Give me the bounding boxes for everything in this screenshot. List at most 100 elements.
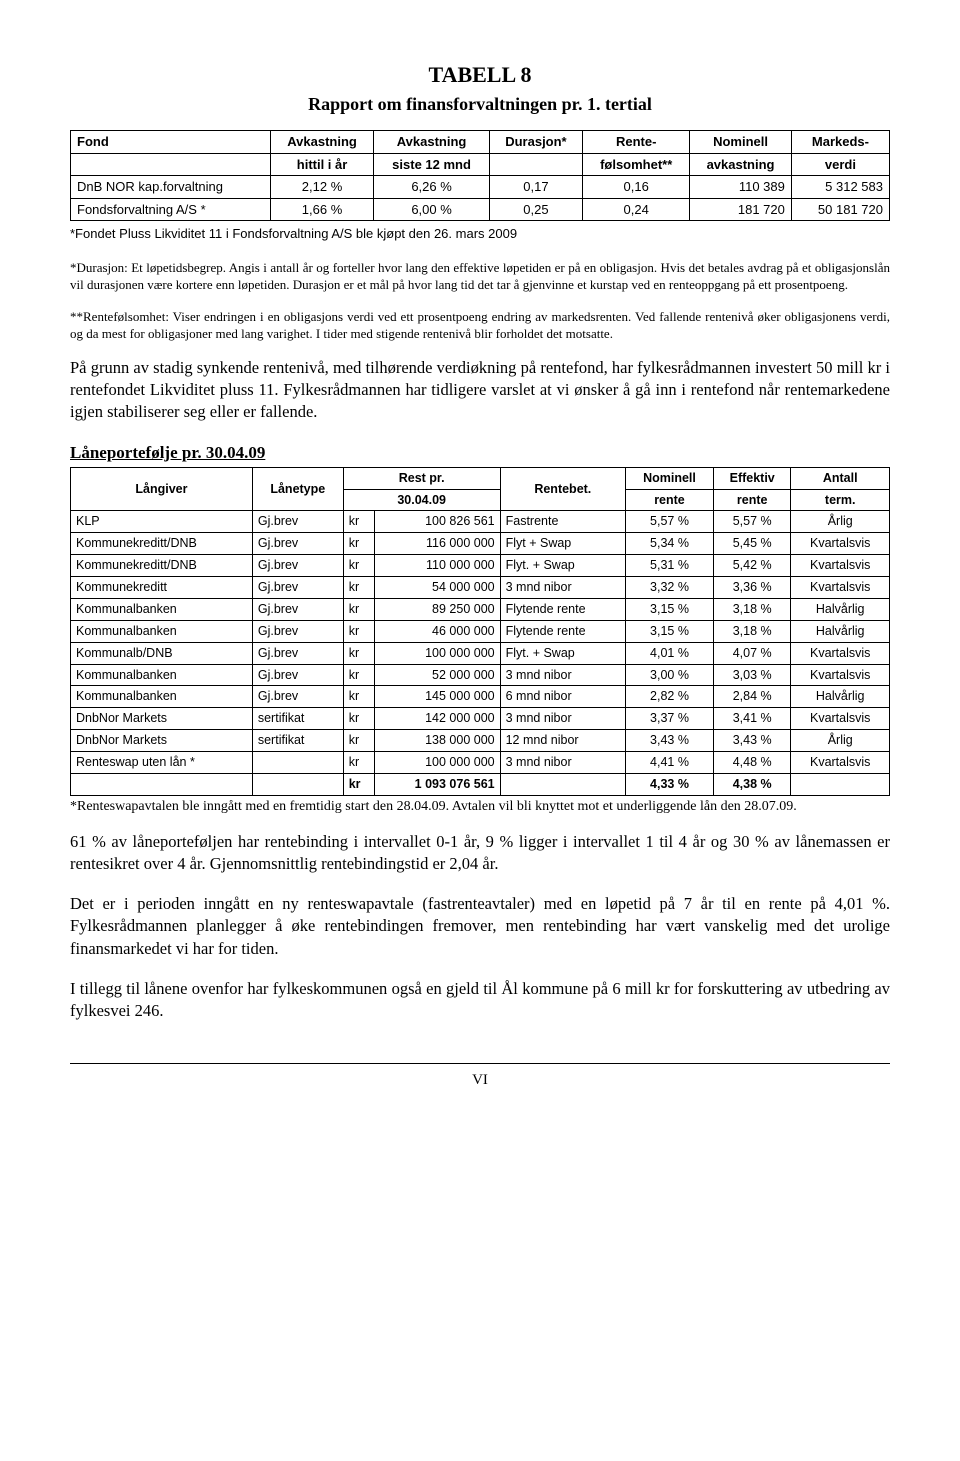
loan-cell: Kommunalb/DNB (71, 642, 253, 664)
loan-cell: KLP (71, 511, 253, 533)
loan-cell: 5,34 % (626, 533, 714, 555)
loan-cell: 89 250 000 (375, 598, 500, 620)
loan-cell: 12 mnd nibor (500, 730, 625, 752)
loan-total-cell: kr (343, 773, 374, 795)
col-rest-l1: Rest pr. (343, 467, 500, 489)
fund-col-head: Avkastning (270, 130, 374, 153)
loan-row: Kommunalb/DNBGj.brevkr100 000 000Flyt. +… (71, 642, 890, 664)
page-number: VI (70, 1070, 890, 1090)
loan-cell: 46 000 000 (375, 620, 500, 642)
loan-cell: 3,18 % (713, 598, 790, 620)
fund-cell: 0,17 (489, 176, 582, 199)
loan-cell: 3 mnd nibor (500, 708, 625, 730)
fund-cell: Fondsforvaltning A/S * (71, 198, 271, 221)
loan-cell: Gj.brev (252, 664, 343, 686)
loan-cell: 3,18 % (713, 620, 790, 642)
loan-table: Långiver Lånetype Rest pr. Rentebet. Nom… (70, 467, 890, 796)
loan-cell: Kvartalsvis (791, 533, 890, 555)
loan-cell: Gj.brev (252, 598, 343, 620)
loan-cell: Årlig (791, 511, 890, 533)
col-eff-l1: Effektiv (713, 467, 790, 489)
fund-row: Fondsforvaltning A/S *1,66 %6,00 %0,250,… (71, 198, 890, 221)
footer-rule (70, 1063, 890, 1064)
loan-total-cell: 4,38 % (713, 773, 790, 795)
fund-col-head: Nominell (690, 130, 792, 153)
loan-cell: 100 826 561 (375, 511, 500, 533)
loan-cell: 4,01 % (626, 642, 714, 664)
loan-row: KommunalbankenGj.brevkr46 000 000Flytend… (71, 620, 890, 642)
loan-cell: 142 000 000 (375, 708, 500, 730)
loan-total-row: kr1 093 076 561 4,33 %4,38 % (71, 773, 890, 795)
loan-cell: kr (343, 511, 374, 533)
loan-cell: Fastrente (500, 511, 625, 533)
fund-cell: 6,00 % (374, 198, 489, 221)
fund-col-head: Avkastning (374, 130, 489, 153)
body-para-2: 61 % av låneporteføljen har rentebinding… (70, 831, 890, 876)
loan-cell: DnbNor Markets (71, 708, 253, 730)
loan-cell: Kommunalbanken (71, 686, 253, 708)
loan-total-cell: 4,33 % (626, 773, 714, 795)
loan-cell: 3,43 % (626, 730, 714, 752)
loan-cell: Gj.brev (252, 620, 343, 642)
fund-cell: 1,66 % (270, 198, 374, 221)
loan-cell: kr (343, 598, 374, 620)
report-title: Rapport om finansforvaltningen pr. 1. te… (70, 92, 890, 116)
loan-cell: Flytende rente (500, 620, 625, 642)
loan-cell: 3,15 % (626, 598, 714, 620)
loan-cell: 110 000 000 (375, 555, 500, 577)
loan-cell: kr (343, 664, 374, 686)
loan-cell: Gj.brev (252, 686, 343, 708)
loan-total-cell (252, 773, 343, 795)
body-para-3: Det er i perioden inngått en ny renteswa… (70, 893, 890, 960)
loan-cell: Kvartalsvis (791, 555, 890, 577)
body-para-1: På grunn av stadig synkende rentenivå, m… (70, 357, 890, 424)
loan-cell: 3,03 % (713, 664, 790, 686)
loan-cell: Flyt. + Swap (500, 555, 625, 577)
loan-cell: Renteswap uten lån * (71, 752, 253, 774)
loan-cell: Kvartalsvis (791, 577, 890, 599)
loan-cell: Kommunekreditt/DNB (71, 533, 253, 555)
fund-cell: 2,12 % (270, 176, 374, 199)
fund-cell: 181 720 (690, 198, 792, 221)
loan-cell: Kommunalbanken (71, 664, 253, 686)
loan-total-cell (71, 773, 253, 795)
loan-cell: kr (343, 730, 374, 752)
loan-cell: 4,41 % (626, 752, 714, 774)
loan-cell: Kommunekreditt/DNB (71, 555, 253, 577)
rentef-explain: **Rentefølsomhet: Viser endringen i en o… (70, 308, 890, 343)
loan-cell: kr (343, 577, 374, 599)
durasjon-explain: *Durasjon: Et løpetidsbegrep. Angis i an… (70, 259, 890, 294)
loan-cell: Årlig (791, 730, 890, 752)
loan-cell: 138 000 000 (375, 730, 500, 752)
loan-total-cell: 1 093 076 561 (375, 773, 500, 795)
body-para-4: I tillegg til lånene ovenfor har fylkesk… (70, 978, 890, 1023)
fund-col-subhead: følsomhet** (583, 153, 690, 176)
loan-cell: Halvårlig (791, 686, 890, 708)
loan-cell: Flyt. + Swap (500, 642, 625, 664)
loan-cell: 100 000 000 (375, 752, 500, 774)
loan-cell: kr (343, 752, 374, 774)
col-rest-l2: 30.04.09 (343, 489, 500, 511)
loan-cell: 3,37 % (626, 708, 714, 730)
fund-cell: 5 312 583 (791, 176, 889, 199)
loan-cell: Gj.brev (252, 577, 343, 599)
col-lanetype: Lånetype (252, 467, 343, 511)
loan-cell: kr (343, 555, 374, 577)
loan-cell: kr (343, 533, 374, 555)
fund-footnote: *Fondet Pluss Likviditet 11 i Fondsforva… (70, 225, 890, 243)
loan-cell: Kvartalsvis (791, 752, 890, 774)
loan-cell: Gj.brev (252, 555, 343, 577)
loan-cell: 3 mnd nibor (500, 752, 625, 774)
fund-cell: 0,25 (489, 198, 582, 221)
loan-cell: sertifikat (252, 708, 343, 730)
loan-cell: Gj.brev (252, 511, 343, 533)
fund-cell: 6,26 % (374, 176, 489, 199)
col-ant-l2: term. (791, 489, 890, 511)
col-nom-l1: Nominell (626, 467, 714, 489)
loan-cell: 4,48 % (713, 752, 790, 774)
col-rentebet: Rentebet. (500, 467, 625, 511)
loan-row: DnbNor Marketssertifikatkr142 000 0003 m… (71, 708, 890, 730)
loan-cell: 5,57 % (626, 511, 714, 533)
loan-cell: 6 mnd nibor (500, 686, 625, 708)
loan-cell: Kvartalsvis (791, 708, 890, 730)
